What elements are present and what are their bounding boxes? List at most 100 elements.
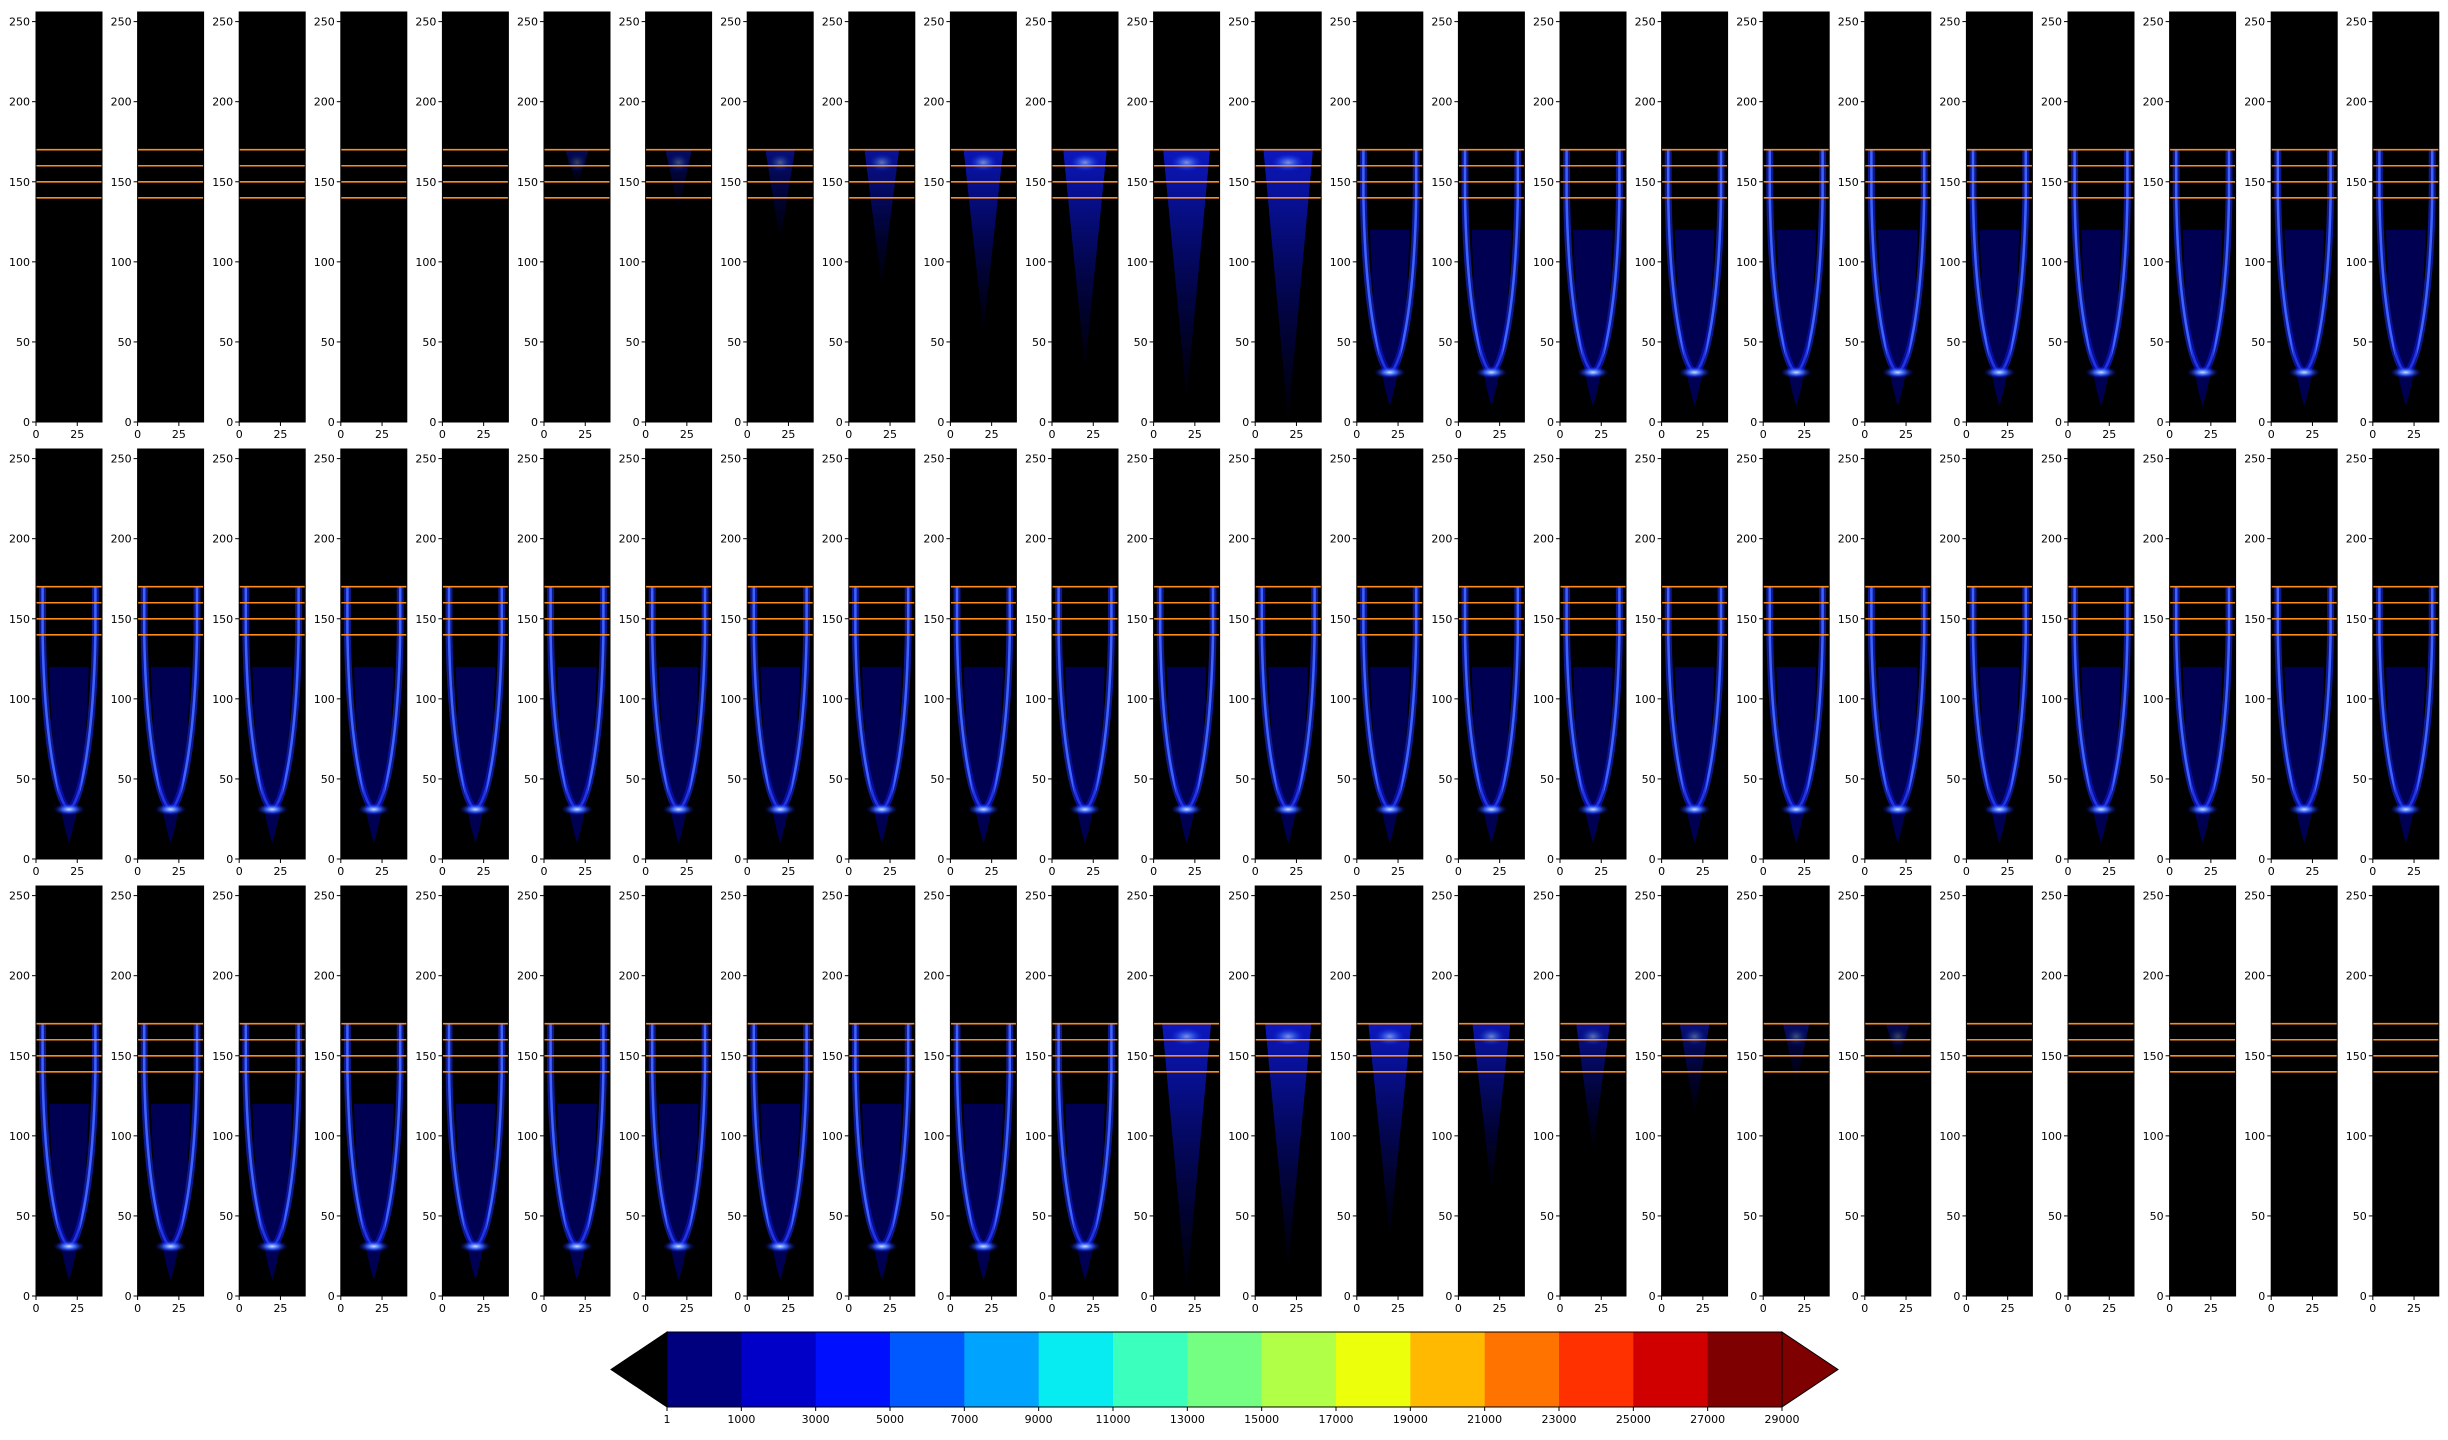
heatmap-signal <box>1867 586 1928 843</box>
y-tick-label: 250 <box>1025 890 1046 903</box>
panel-background <box>1052 449 1118 859</box>
y-tick-label: 150 <box>2346 1050 2367 1063</box>
panel-background <box>442 449 509 859</box>
y-tick-label: 200 <box>1025 96 1046 109</box>
y-tick-label: 250 <box>1736 16 1757 29</box>
panel-frame <box>1153 448 1221 860</box>
bright-knot <box>1069 803 1101 816</box>
x-tick-label: 0 <box>1760 865 1767 878</box>
y-tick-label: 0 <box>2157 416 2164 429</box>
y-tick-label: 0 <box>937 1290 944 1303</box>
y-tick-label: 200 <box>1330 96 1351 109</box>
heatmap-signal <box>765 149 796 242</box>
y-tick-label: 200 <box>1228 533 1249 546</box>
y-tick-label: 50 <box>1946 1210 1960 1223</box>
panel-frame <box>35 885 103 1297</box>
x-tick-label: 25 <box>70 1302 84 1315</box>
panel-background <box>1560 12 1626 422</box>
y-tick-label: 100 <box>1635 256 1656 269</box>
y-tick-label: 0 <box>1547 416 1554 429</box>
y-tick-label: 150 <box>517 1050 538 1063</box>
x-tick-label: 25 <box>680 865 694 878</box>
y-tick-label: 50 <box>321 773 335 786</box>
panel-background <box>848 449 915 859</box>
y-tick-label: 50 <box>321 336 335 349</box>
x-tick-label: 25 <box>1493 428 1507 441</box>
panel: 0 50 100 150 200 250 0 25 <box>111 885 205 1315</box>
panel: 0 50 100 150 200 250 0 25 <box>2346 448 2440 878</box>
bright-knot <box>2288 803 2321 816</box>
bright-knot <box>967 1240 1000 1253</box>
x-tick-label: 25 <box>1086 865 1100 878</box>
diffuse-region <box>2284 229 2324 406</box>
y-tick-label: 100 <box>2041 693 2062 706</box>
panel-frame <box>1254 885 1322 1297</box>
panel-frame <box>1356 11 1424 423</box>
y-tick-label: 200 <box>415 970 436 983</box>
panel-background <box>137 12 204 422</box>
panel: 0 50 100 150 200 250 0 25 <box>9 448 103 878</box>
x-tick-label: 0 <box>2268 865 2275 878</box>
x-tick-label: 25 <box>273 865 287 878</box>
x-tick-label: 25 <box>2102 1302 2116 1315</box>
panel: 0 50 100 150 200 250 0 25 <box>517 448 611 878</box>
x-tick-label: 25 <box>883 865 897 878</box>
y-tick-label: 200 <box>9 96 30 109</box>
panel: 0 50 100 150 200 250 0 25 <box>2041 885 2135 1315</box>
panel-background <box>950 886 1017 1296</box>
y-tick-label: 250 <box>1838 890 1859 903</box>
y-tick-label: 250 <box>923 890 944 903</box>
diffuse-region <box>150 1103 191 1280</box>
y-tick-label: 0 <box>1649 416 1656 429</box>
x-tick-label: 25 <box>883 428 897 441</box>
x-tick-label: 25 <box>2001 1302 2015 1315</box>
y-tick-label: 0 <box>531 853 538 866</box>
y-tick-label: 200 <box>1533 970 1554 983</box>
x-tick-label: 0 <box>744 1302 751 1315</box>
panel-frame <box>1457 448 1525 860</box>
y-tick-label: 100 <box>314 693 335 706</box>
y-tick-label: 100 <box>1025 1130 1046 1143</box>
panel: 0 50 100 150 200 250 0 25 <box>1736 11 1830 441</box>
y-tick-label: 100 <box>1330 1130 1351 1143</box>
bright-knot <box>357 803 390 816</box>
x-tick-label: 25 <box>2204 1302 2218 1315</box>
y-tick-label: 0 <box>1547 1290 1554 1303</box>
y-tick-label: 100 <box>1736 693 1757 706</box>
heatmap-signal <box>1055 1023 1115 1280</box>
x-tick-label: 0 <box>2065 428 2072 441</box>
y-tick-label: 100 <box>2041 256 2062 269</box>
panel-background <box>950 449 1017 859</box>
y-tick-label: 100 <box>1228 693 1249 706</box>
y-tick-label: 0 <box>1242 416 1249 429</box>
y-tick-label: 250 <box>822 16 843 29</box>
y-tick-label: 200 <box>1635 970 1656 983</box>
bright-knot <box>1373 366 1406 379</box>
y-tick-label: 0 <box>2055 1290 2062 1303</box>
y-tick-label: 250 <box>720 453 741 466</box>
y-tick-label: 100 <box>2244 1130 2265 1143</box>
y-tick-label: 100 <box>1939 1130 1960 1143</box>
y-tick-label: 200 <box>619 533 640 546</box>
panel-frame <box>238 885 306 1297</box>
panel-background <box>1356 12 1423 422</box>
y-tick-label: 0 <box>1242 853 1249 866</box>
colorbar-segment <box>964 1332 1040 1407</box>
plume <box>1265 1023 1312 1268</box>
colorbar-segment <box>1038 1332 1114 1407</box>
y-tick-label: 150 <box>517 613 538 626</box>
y-tick-label: 250 <box>822 453 843 466</box>
x-tick-label: 25 <box>1797 865 1811 878</box>
y-tick-label: 50 <box>626 336 640 349</box>
colorbar-tick-label: 1 <box>664 1413 671 1426</box>
y-tick-label: 100 <box>1431 693 1452 706</box>
y-tick-label: 250 <box>619 16 640 29</box>
y-tick-label: 250 <box>2346 890 2367 903</box>
x-tick-label: 0 <box>439 865 446 878</box>
y-tick-label: 150 <box>9 1050 30 1063</box>
x-tick-label: 0 <box>1963 428 1970 441</box>
y-tick-label: 150 <box>923 613 944 626</box>
diffuse-region <box>1065 666 1105 843</box>
y-tick-label: 250 <box>212 890 233 903</box>
y-tick-label: 50 <box>118 336 132 349</box>
